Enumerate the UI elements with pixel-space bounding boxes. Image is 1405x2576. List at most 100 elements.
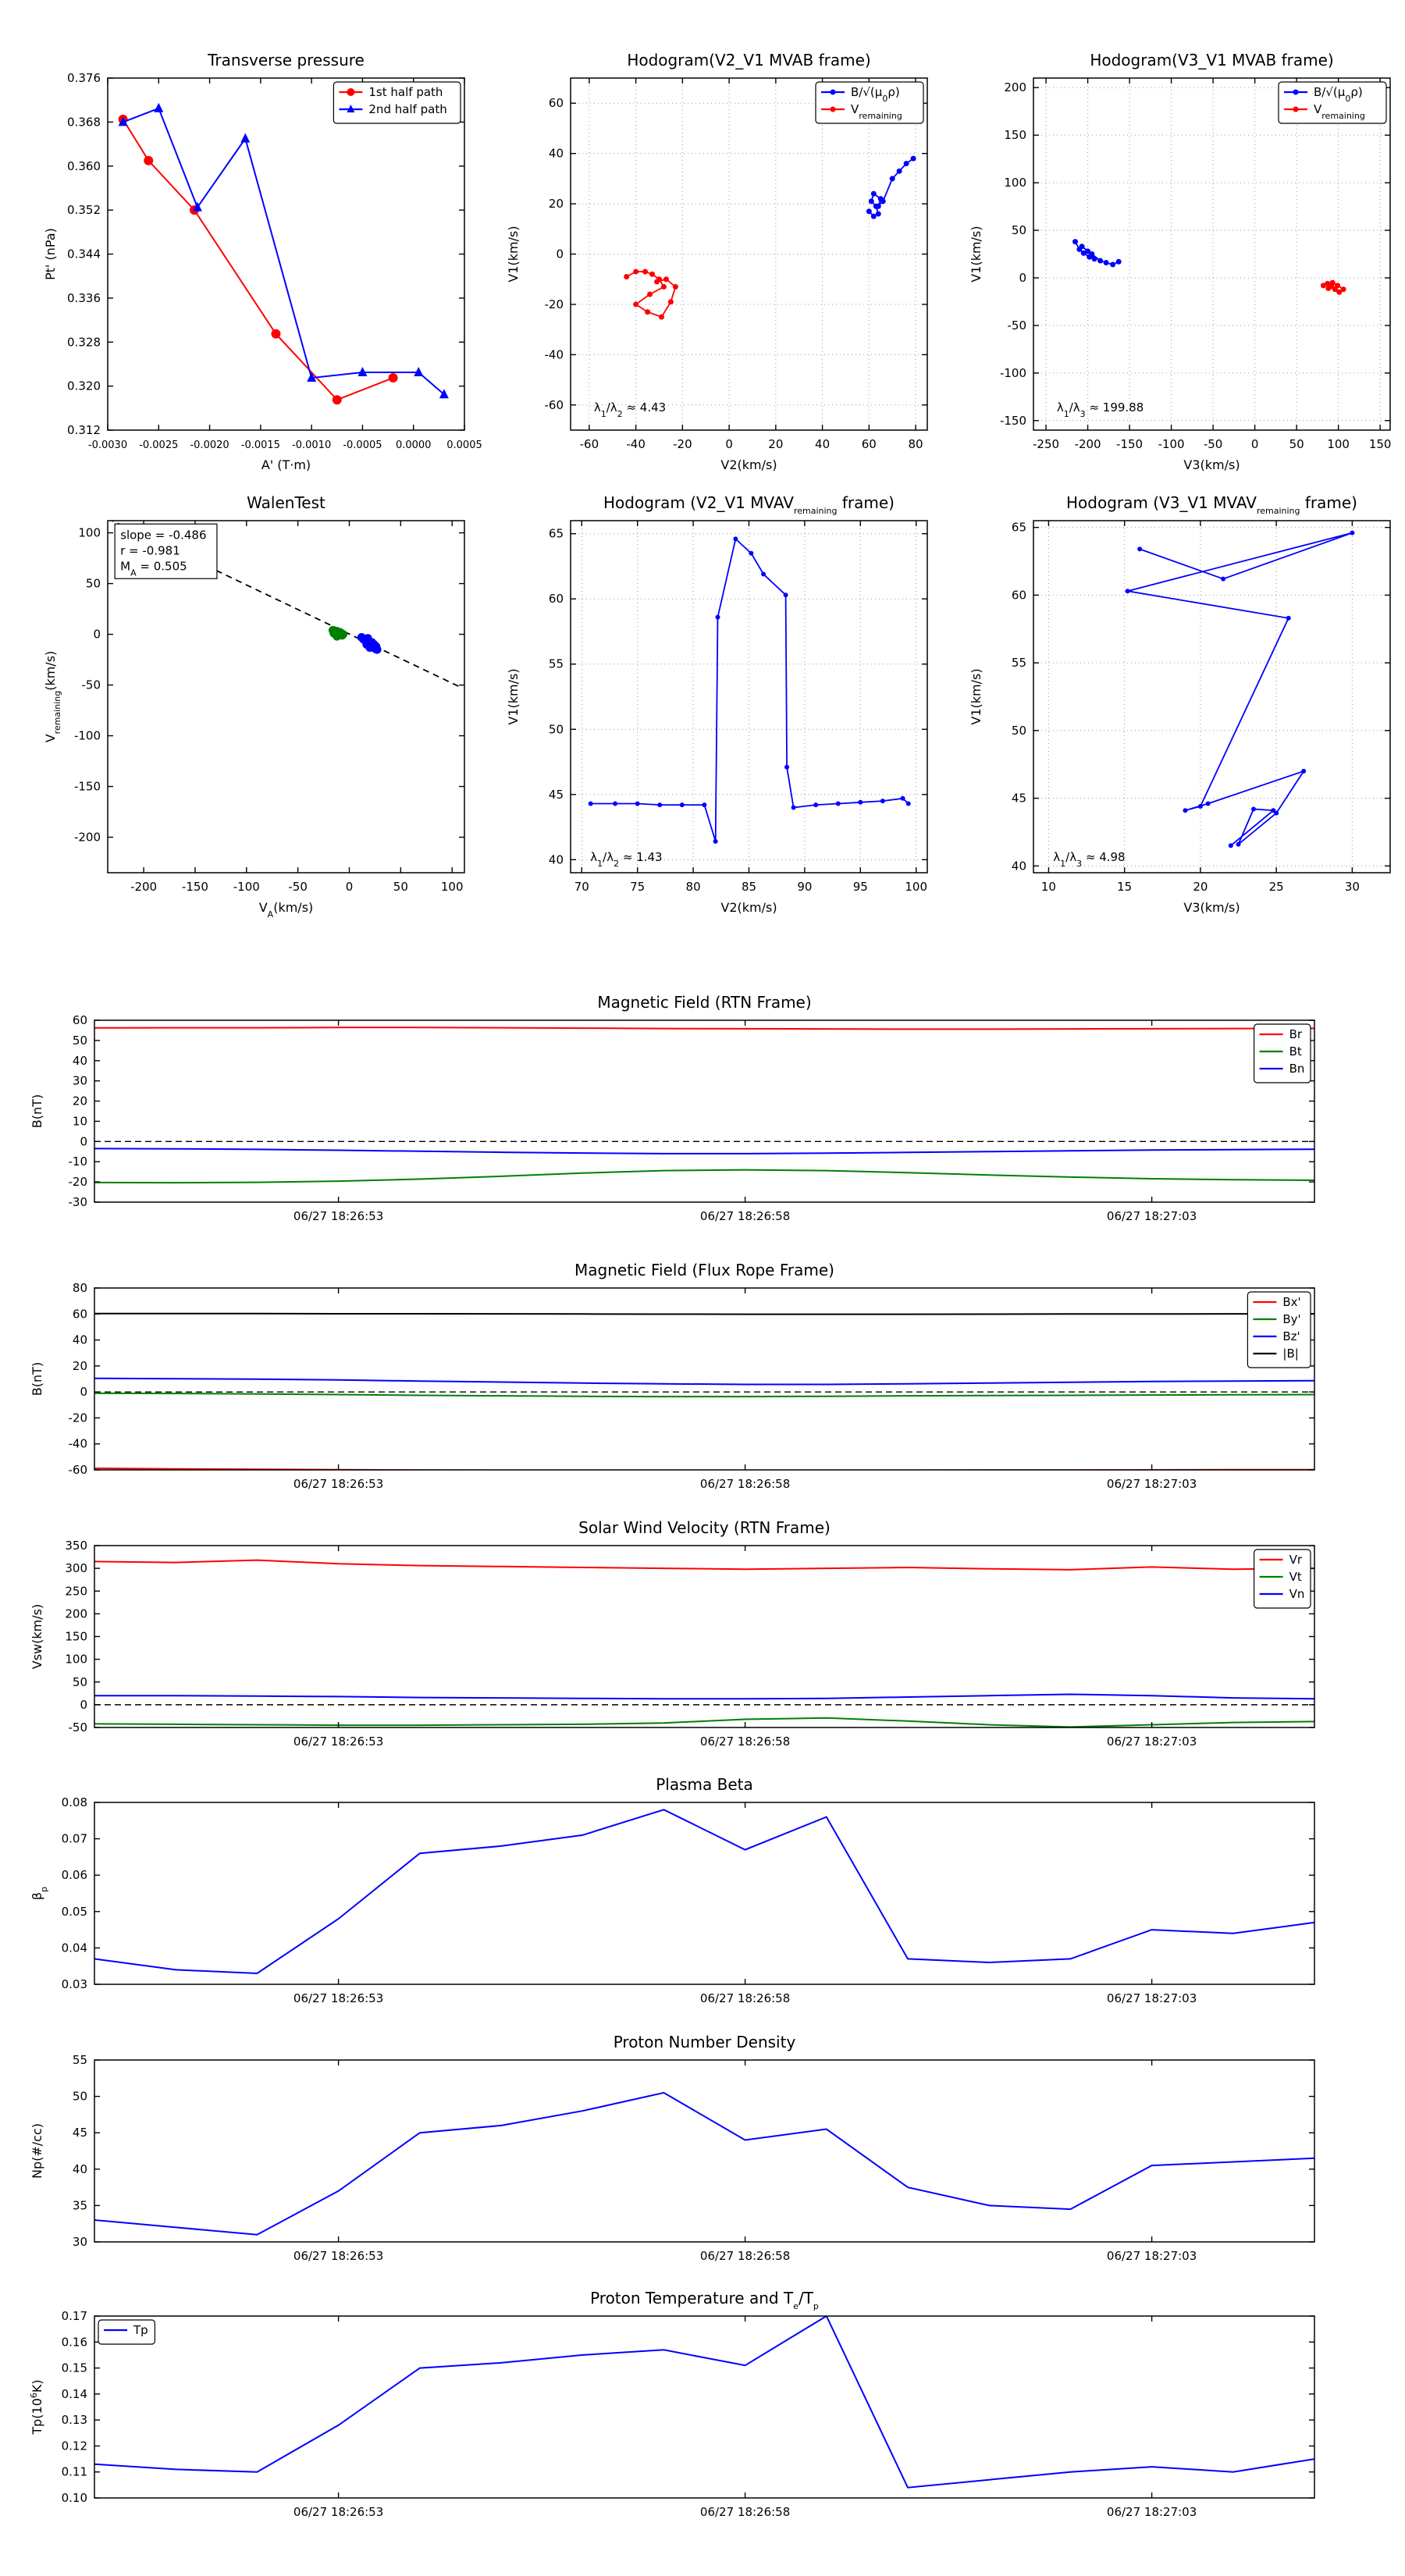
series-Tp — [94, 2316, 1314, 2489]
y-tick-label: 35 — [73, 2198, 87, 2212]
x-tick-label: 100 — [905, 880, 927, 894]
y-tick-label: 300 — [65, 1561, 87, 1575]
x-tick-label: -50 — [288, 880, 308, 894]
x-tick-label: 15 — [1117, 880, 1132, 894]
marker-dot — [858, 799, 863, 805]
marker-triangle — [307, 372, 317, 382]
marker-dot — [1089, 251, 1095, 257]
legend-label: Bn — [1289, 1062, 1305, 1076]
plot-background — [94, 1546, 1314, 1727]
series-group — [624, 155, 916, 320]
series-2nd half path — [123, 107, 445, 395]
x-tick-label: 06/27 18:27:03 — [1107, 1991, 1197, 2005]
marker-dot — [642, 269, 649, 275]
y-tick-label: 150 — [1004, 128, 1026, 142]
marker-circle — [271, 329, 281, 339]
chart-proton-temperature: 06/27 18:26:53 06/27 18:26:58 06/27 18:27:… — [29, 2289, 1315, 2519]
marker-dot — [1072, 239, 1079, 245]
x-tick-label: 10 — [1041, 880, 1056, 894]
legend-label: By' — [1282, 1312, 1300, 1326]
marker-dot — [813, 802, 819, 808]
y-tick-label: 0.12 — [62, 2439, 87, 2453]
y-tick-label: 100 — [65, 1653, 87, 1667]
y-tick-label: -200 — [74, 831, 101, 845]
x-tick-label: -100 — [1158, 437, 1185, 451]
chart-solar-wind-velocity-rtn: 06/27 18:26:53 06/27 18:26:58 06/27 18:27:… — [30, 1518, 1315, 1749]
y-axis-label: βp — [30, 1887, 49, 1900]
x-tick-label: -0.0010 — [292, 439, 331, 451]
marker-dot — [889, 176, 895, 182]
marker-dot — [1293, 89, 1299, 95]
y-tick-label: 150 — [65, 1630, 87, 1644]
series-v2v1-path — [590, 537, 909, 842]
y-tick-label: 40 — [73, 2162, 87, 2176]
legend-label: Tp — [133, 2323, 148, 2337]
x-tick-label: -50 — [1204, 437, 1223, 451]
x-tick-label: 06/27 18:26:58 — [700, 1735, 790, 1749]
y-tick-label: 50 — [86, 577, 101, 591]
x-tick-label: 06/27 18:26:53 — [293, 1991, 383, 2005]
marker-dot — [1103, 259, 1109, 265]
annotation-text: slope = -0.486 — [120, 528, 206, 542]
x-axis-label: A' (T·m) — [261, 457, 311, 472]
series-group — [588, 536, 911, 844]
y-tick-label: -50 — [82, 678, 101, 692]
series-group — [1125, 530, 1355, 849]
x-tick-label: -200 — [130, 880, 157, 894]
legend: Vr Vt Vn — [1253, 1549, 1311, 1609]
y-tick-label: 10 — [73, 1114, 87, 1128]
y-tick-label: 55 — [549, 657, 564, 671]
y-tick-label: 0.17 — [62, 2309, 87, 2323]
marker-dot — [1125, 589, 1130, 594]
marker-dot — [1325, 285, 1332, 291]
plot-background — [1033, 521, 1390, 873]
y-tick-label: 50 — [1012, 724, 1026, 738]
marker-dot — [715, 614, 720, 620]
series-group — [94, 1559, 1314, 1727]
series-v3v1-path — [1127, 532, 1353, 846]
chart-title: Hodogram (V3_V1 MVAVremaining frame) — [1066, 493, 1357, 516]
y-tick-label: 60 — [549, 592, 564, 606]
marker-dot — [749, 550, 754, 556]
y-axis-label: Pt' (nPa) — [43, 228, 58, 280]
marker-dot — [1271, 808, 1276, 813]
y-tick-label: 0 — [80, 1385, 87, 1399]
y-tick-label: 45 — [549, 788, 564, 802]
y-tick-label: -60 — [545, 398, 564, 412]
x-tick-label: -60 — [580, 437, 599, 451]
marker-circle — [329, 628, 339, 638]
y-tick-label: 60 — [73, 1307, 87, 1321]
y-tick-label: -40 — [545, 347, 564, 361]
marker-dot — [635, 801, 640, 806]
y-axis-label: Vsw(km/s) — [30, 1604, 44, 1669]
marker-dot — [1091, 256, 1097, 262]
x-tick-label: 90 — [797, 880, 812, 894]
legend-label: Vn — [1289, 1587, 1305, 1601]
marker-dot — [588, 801, 593, 806]
y-tick-label: 50 — [1012, 223, 1026, 237]
marker-dot — [1183, 808, 1188, 813]
chart-title: Solar Wind Velocity (RTN Frame) — [578, 1518, 831, 1537]
x-tick-label: 0.0000 — [396, 439, 432, 451]
x-axis-label: V2(km/s) — [720, 457, 777, 472]
x-tick-label: 20 — [768, 437, 783, 451]
plot-background — [1033, 78, 1390, 430]
marker-dot — [1085, 248, 1091, 254]
y-tick-label: -100 — [74, 729, 101, 743]
axes-frame — [94, 1287, 1315, 1471]
marker-dot — [1228, 843, 1233, 849]
x-tick-label: 06/27 18:27:03 — [1107, 2249, 1197, 2263]
y-tick-label: -10 — [69, 1155, 88, 1169]
marker-dot — [1286, 615, 1291, 621]
y-tick-label: 60 — [1012, 588, 1026, 602]
x-tick-label: -40 — [626, 437, 646, 451]
y-tick-label: 80 — [73, 1281, 87, 1295]
y-tick-label: 55 — [1012, 656, 1026, 670]
y-tick-label: 20 — [73, 1094, 87, 1108]
marker-triangle — [154, 102, 164, 112]
x-tick-label: 06/27 18:26:58 — [700, 1209, 790, 1223]
annotation-text: λ1/λ3 ≈ 199.88 — [1057, 400, 1144, 419]
chart-hodogram-v3v1-mvav: 10 15 20 25 30 40 45 50 55 60 65 Hodogram (V3_V1 MV… — [969, 493, 1391, 915]
x-tick-label: 75 — [630, 880, 645, 894]
series-group — [1072, 239, 1346, 295]
